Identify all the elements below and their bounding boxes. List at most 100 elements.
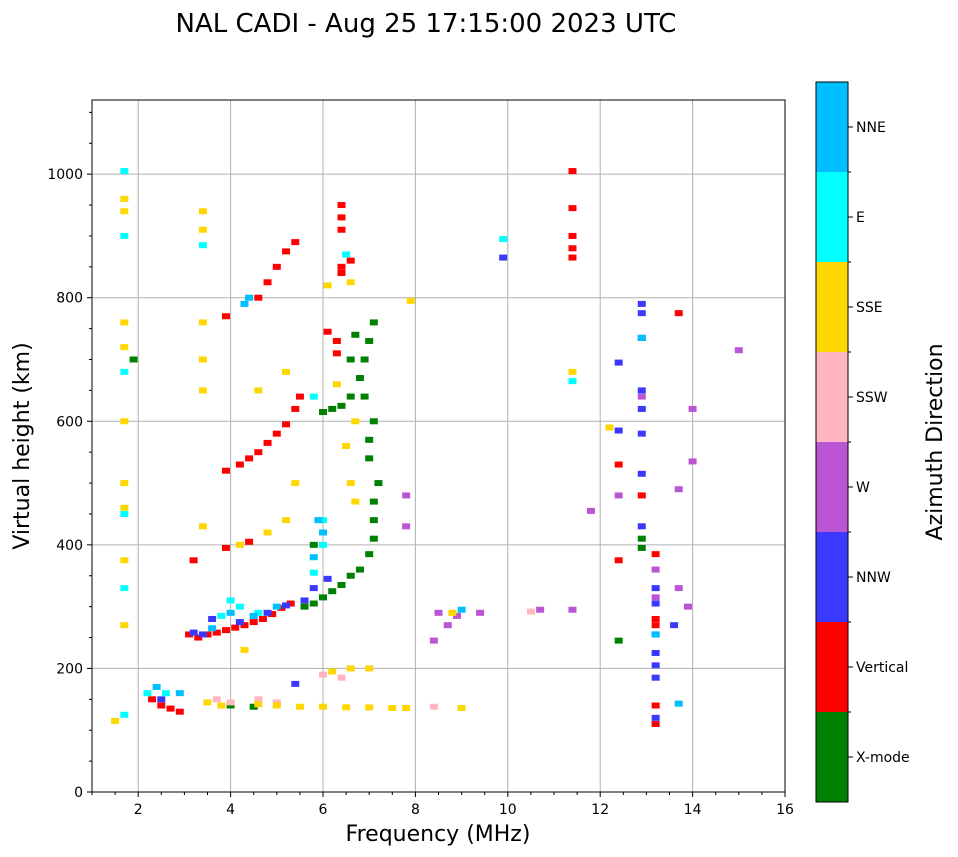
- data-point: [198, 319, 207, 326]
- data-point: [568, 606, 577, 613]
- colorbar-label-sse: SSE: [856, 300, 883, 316]
- data-point: [235, 619, 244, 626]
- data-point: [365, 436, 374, 443]
- data-point: [346, 393, 355, 400]
- data-point: [355, 375, 364, 382]
- x-tick-label: 12: [591, 802, 609, 818]
- data-point: [332, 337, 341, 344]
- data-point: [374, 480, 383, 487]
- colorbar-label: Azimuth Direction: [923, 343, 948, 540]
- data-point: [319, 529, 327, 536]
- data-point: [674, 310, 683, 317]
- data-point: [651, 721, 660, 728]
- data-point: [226, 597, 235, 604]
- data-point: [161, 690, 170, 697]
- data-point: [198, 631, 207, 638]
- data-point: [295, 703, 304, 710]
- data-point: [637, 393, 646, 400]
- colorbar-frame: [815, 81, 849, 803]
- data-point: [111, 717, 120, 724]
- data-point: [337, 202, 346, 209]
- plot-frame: [91, 99, 786, 793]
- data-point: [240, 646, 249, 653]
- data-point: [452, 612, 461, 619]
- data-point: [443, 622, 452, 629]
- data-point: [282, 248, 291, 255]
- y-tick-label: 0: [74, 785, 83, 801]
- data-point: [568, 232, 577, 239]
- colorbar: NNE E SSE SSW W NNW Vertical X-mode: [815, 81, 910, 803]
- data-point: [263, 529, 272, 536]
- data-point: [651, 600, 660, 607]
- colorbar-segment: [816, 712, 848, 802]
- data-point: [637, 523, 646, 530]
- x-tick-label: 6: [319, 802, 328, 818]
- data-point: [245, 455, 254, 462]
- data-point: [120, 368, 129, 375]
- data-point: [120, 711, 129, 718]
- data-point: [346, 665, 355, 672]
- data-point: [637, 492, 646, 499]
- data-point: [568, 254, 577, 261]
- data-point: [120, 195, 129, 202]
- data-point: [300, 603, 309, 610]
- data-point: [337, 226, 346, 233]
- data-point: [688, 405, 697, 412]
- data-point: [319, 671, 327, 678]
- data-point: [291, 680, 300, 687]
- y-axis-ticks: 0 200 400 600 800 1000: [47, 111, 92, 801]
- colorbar-segment: [816, 352, 848, 442]
- data-point: [328, 588, 337, 595]
- data-point: [221, 627, 230, 634]
- data-point: [291, 405, 300, 412]
- data-point: [586, 507, 595, 514]
- data-point: [272, 603, 281, 610]
- data-point: [286, 600, 295, 607]
- data-point: [683, 603, 692, 610]
- x-tick-label: 16: [776, 802, 794, 818]
- data-point: [342, 251, 351, 258]
- data-point: [291, 480, 300, 487]
- data-point: [212, 629, 221, 636]
- x-axis-label: Frequency (MHz): [346, 822, 531, 847]
- data-point: [637, 300, 646, 307]
- data-point: [120, 418, 129, 425]
- data-point: [235, 541, 244, 548]
- data-point: [651, 662, 660, 669]
- x-tick-label: 2: [134, 802, 143, 818]
- data-point: [148, 696, 157, 703]
- data-point: [263, 279, 272, 286]
- data-points: [111, 168, 743, 728]
- data-point: [240, 622, 249, 629]
- data-point: [332, 350, 341, 357]
- data-point: [272, 702, 281, 709]
- data-point: [651, 551, 660, 558]
- y-tick-label: 1000: [47, 167, 83, 183]
- data-point: [651, 594, 660, 601]
- data-point: [637, 470, 646, 477]
- chart-title: NAL CADI - Aug 25 17:15:00 2023 UTC: [176, 9, 677, 39]
- data-point: [120, 504, 129, 511]
- data-point: [263, 609, 272, 616]
- data-point: [157, 702, 166, 709]
- data-point: [217, 612, 226, 619]
- data-point: [282, 421, 291, 428]
- grid-lines: [92, 100, 786, 793]
- colorbar-segment: [816, 262, 848, 352]
- data-point: [688, 458, 697, 465]
- data-point: [369, 418, 378, 425]
- data-point: [120, 510, 129, 517]
- data-point: [309, 393, 318, 400]
- y-tick-label: 400: [56, 538, 83, 554]
- data-point: [175, 708, 184, 715]
- x-tick-label: 8: [411, 802, 420, 818]
- data-point: [120, 208, 129, 215]
- colorbar-label-e: E: [856, 210, 865, 226]
- data-point: [300, 597, 309, 604]
- data-point: [614, 557, 623, 564]
- y-axis-label: Virtual height (km): [10, 342, 35, 549]
- data-point: [120, 557, 129, 564]
- y-tick-label: 200: [56, 661, 83, 677]
- data-point: [254, 387, 263, 394]
- data-point: [277, 604, 286, 611]
